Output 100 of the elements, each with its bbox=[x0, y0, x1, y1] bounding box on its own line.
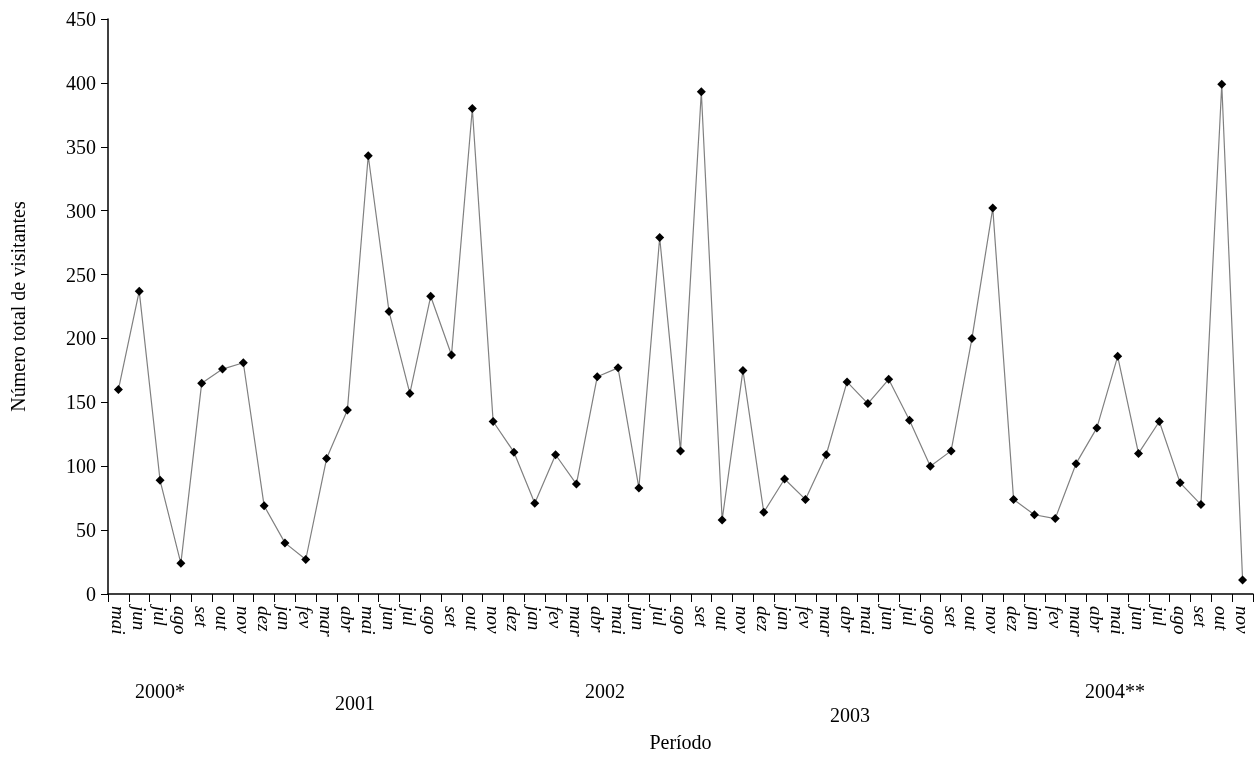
y-tick-label: 100 bbox=[66, 455, 96, 478]
x-tick-label: ago bbox=[919, 606, 941, 635]
point bbox=[592, 372, 602, 382]
y-axis-title: Número total de visitantes bbox=[7, 201, 29, 412]
point bbox=[426, 291, 436, 301]
point bbox=[946, 446, 956, 456]
x-tick-label: abr bbox=[836, 606, 858, 633]
point bbox=[759, 507, 769, 517]
y-tick-label: 150 bbox=[66, 391, 96, 414]
y-tick-label: 200 bbox=[66, 327, 96, 350]
point bbox=[1050, 514, 1060, 524]
point bbox=[447, 350, 456, 360]
x-tick-label: jun bbox=[378, 603, 400, 631]
x-tick-label: abr bbox=[586, 606, 608, 633]
x-tick-label: nov bbox=[482, 606, 504, 634]
point bbox=[717, 515, 727, 525]
x-tick-label: mai bbox=[857, 606, 879, 635]
x-tick-label: mai bbox=[607, 606, 629, 635]
x-tick-label: mar bbox=[1065, 606, 1087, 638]
point bbox=[155, 475, 165, 485]
x-tick-label: jan bbox=[524, 603, 546, 631]
x-tick-label: jan bbox=[274, 603, 296, 631]
x-tick-label: set bbox=[1190, 606, 1212, 628]
x-tick-label: jan bbox=[774, 603, 796, 631]
x-tick-label: dez bbox=[503, 606, 525, 632]
x-tick-label: out bbox=[212, 606, 233, 631]
x-tick-label: fev bbox=[794, 606, 816, 629]
point bbox=[1009, 494, 1019, 504]
point bbox=[821, 450, 831, 460]
point bbox=[1092, 423, 1102, 433]
text: 2001 bbox=[335, 692, 375, 714]
point bbox=[467, 103, 477, 113]
x-tick-label: out bbox=[961, 606, 983, 631]
x-tick-label: fev bbox=[545, 606, 567, 629]
x-tick-label: fev bbox=[295, 606, 317, 629]
point bbox=[613, 363, 623, 373]
x-tick-label: mar bbox=[815, 606, 837, 638]
point bbox=[676, 446, 685, 456]
point bbox=[905, 415, 914, 425]
point bbox=[1196, 500, 1206, 510]
x-tick-label: jul bbox=[1148, 603, 1170, 627]
x-tick-label: ago bbox=[420, 606, 442, 635]
x-tick-label: nov bbox=[1232, 606, 1254, 634]
x-tick-label: jul bbox=[149, 603, 171, 627]
x-tick-label: jan bbox=[1023, 603, 1045, 631]
point bbox=[967, 333, 977, 343]
point bbox=[655, 233, 665, 242]
y-tick-label: 450 bbox=[66, 8, 96, 30]
text: 2004** bbox=[1085, 680, 1145, 702]
y-tick-label: 250 bbox=[66, 263, 96, 286]
point bbox=[1154, 417, 1164, 426]
text: 2000* bbox=[135, 680, 185, 702]
x-tick-label: ago bbox=[170, 606, 192, 635]
x-tick-label: dez bbox=[1003, 606, 1025, 632]
x-tick-label: jun bbox=[628, 603, 650, 631]
x-tick-label: set bbox=[940, 606, 962, 628]
x-tick-label: mar bbox=[316, 606, 338, 638]
x-tick-label: mai bbox=[1107, 606, 1129, 635]
x-tick-label: set bbox=[441, 606, 462, 628]
x-tick-label: nov bbox=[732, 606, 754, 634]
point bbox=[1217, 79, 1227, 89]
point bbox=[280, 538, 290, 548]
point bbox=[488, 417, 498, 426]
point bbox=[863, 399, 873, 409]
point bbox=[301, 555, 311, 564]
x-tick-label: dez bbox=[753, 606, 775, 632]
point bbox=[571, 479, 581, 489]
point bbox=[696, 87, 706, 97]
point bbox=[197, 378, 207, 388]
x-tick-label: set bbox=[690, 606, 712, 628]
x-tick-label: nov bbox=[982, 606, 1004, 634]
point bbox=[551, 450, 561, 460]
x-tick-label: jul bbox=[899, 603, 920, 627]
point bbox=[1029, 510, 1039, 520]
point bbox=[322, 454, 332, 464]
point bbox=[342, 405, 352, 415]
point bbox=[363, 151, 373, 161]
point bbox=[176, 558, 186, 568]
point bbox=[780, 474, 790, 484]
x-tick-label: out bbox=[1211, 606, 1233, 631]
point bbox=[1238, 575, 1248, 585]
point bbox=[384, 307, 394, 317]
point bbox=[134, 286, 144, 296]
point bbox=[530, 498, 540, 508]
point bbox=[1134, 448, 1143, 458]
text: 2003 bbox=[830, 704, 870, 726]
x-tick-label: ago bbox=[670, 606, 691, 635]
y-tick-label: 300 bbox=[66, 199, 96, 222]
point bbox=[800, 494, 810, 504]
y-tick-label: 350 bbox=[66, 135, 96, 158]
x-tick-label: mar bbox=[565, 606, 587, 638]
x-axis-title: Período bbox=[649, 731, 712, 753]
point bbox=[259, 501, 269, 511]
x-tick-label: out bbox=[711, 606, 733, 631]
point bbox=[634, 483, 644, 493]
x-tick-label: fev bbox=[1044, 606, 1066, 629]
point bbox=[738, 365, 748, 375]
point bbox=[988, 203, 998, 213]
y-tick-label: 400 bbox=[66, 71, 96, 94]
point bbox=[113, 385, 123, 395]
